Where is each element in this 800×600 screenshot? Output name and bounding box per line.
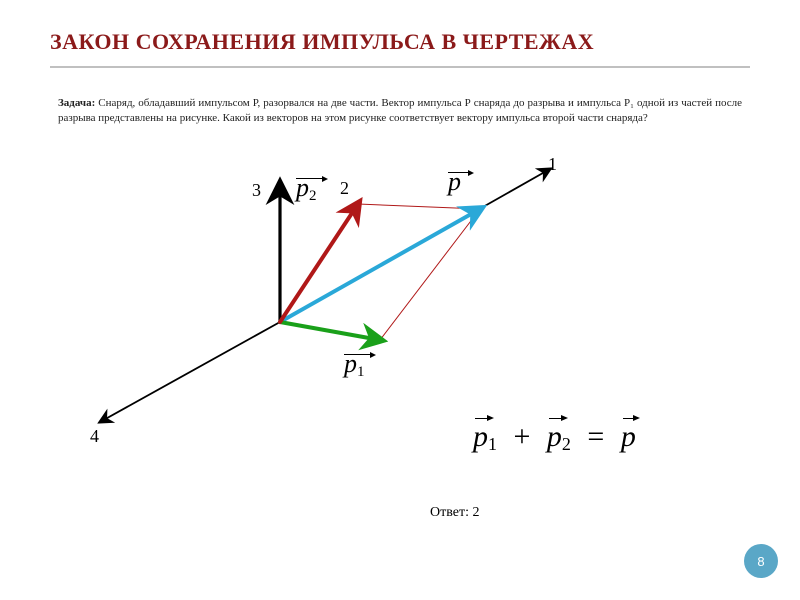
- equals-icon: =: [587, 420, 604, 453]
- label-p1: p1: [344, 354, 374, 381]
- slide-title: ЗАКОН СОХРАНЕНИЯ ИМПУЛЬСА В ЧЕРТЕЖАХ: [50, 28, 750, 68]
- answer-value: 2: [472, 505, 479, 520]
- conservation-equation: p1 + p2 = p: [470, 420, 646, 455]
- problem-label: Задача:: [58, 97, 95, 109]
- eq-p2: p: [547, 420, 562, 453]
- label-p: p: [448, 172, 472, 197]
- label-p2-sub: 2: [309, 188, 317, 204]
- answer: Ответ: 2: [430, 505, 479, 521]
- label-p2: p2: [296, 178, 326, 205]
- label-vector-3: 3: [252, 180, 261, 201]
- label-p1-sub: 1: [357, 364, 365, 380]
- momentum-diagram: 1 2 3 4 p p2 p1: [50, 142, 750, 442]
- eq-p: p: [621, 420, 636, 453]
- problem-text: Задача: Снаряд, обладавший импульсом Р, …: [58, 96, 742, 127]
- slide: ЗАКОН СОХРАНЕНИЯ ИМПУЛЬСА В ЧЕРТЕЖАХ Зад…: [0, 0, 800, 600]
- eq-p2-sub: 2: [562, 434, 571, 454]
- label-vector-2: 2: [340, 178, 349, 199]
- label-vector-4: 4: [90, 426, 99, 447]
- answer-label: Ответ:: [430, 505, 472, 520]
- plus-icon: +: [514, 420, 531, 453]
- label-vector-1: 1: [548, 154, 557, 175]
- eq-p1: p: [473, 420, 488, 453]
- page-number-badge: 8: [744, 544, 778, 578]
- diagram-svg: [50, 142, 750, 442]
- eq-p1-sub: 1: [488, 434, 497, 454]
- problem-body: Снаряд, обладавший импульсом Р, разорвал…: [58, 97, 742, 124]
